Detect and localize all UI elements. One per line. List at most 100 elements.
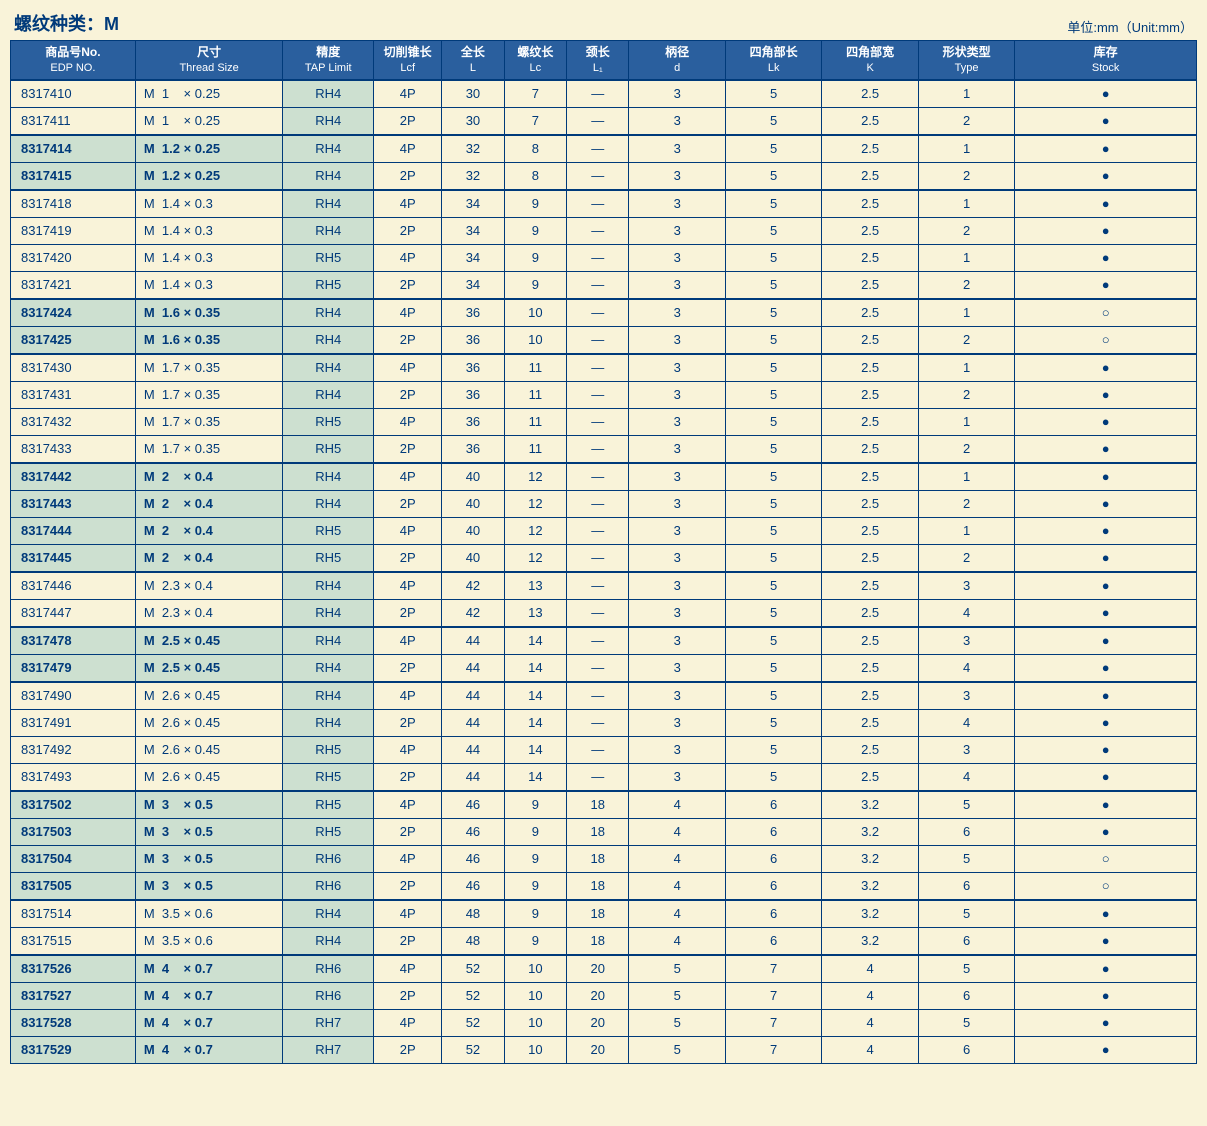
cell-size: M 1.6 × 0.35 <box>135 299 283 327</box>
cell-type: 3 <box>918 627 1014 655</box>
cell-Lc: 14 <box>504 763 566 791</box>
cell-d: 4 <box>629 845 725 872</box>
cell-K: 2.5 <box>822 517 918 544</box>
cell-tap: RH4 <box>283 490 374 517</box>
cell-Lk: 5 <box>725 271 821 299</box>
cell-d: 3 <box>629 107 725 135</box>
table-row: 8317420M 1.4 × 0.3RH54P349—352.51● <box>11 244 1197 271</box>
cell-edp: 8317411 <box>11 107 136 135</box>
cell-K: 2.5 <box>822 162 918 190</box>
cell-lcf: 4P <box>374 299 442 327</box>
cell-edp: 8317432 <box>11 408 136 435</box>
cell-L1: — <box>567 107 629 135</box>
cell-Lk: 5 <box>725 709 821 736</box>
cell-L: 40 <box>442 517 504 544</box>
cell-size: M 1.4 × 0.3 <box>135 244 283 271</box>
cell-Lc: 14 <box>504 654 566 682</box>
cell-edp: 8317478 <box>11 627 136 655</box>
cell-K: 2.5 <box>822 190 918 218</box>
cell-Lk: 6 <box>725 927 821 955</box>
cell-type: 2 <box>918 381 1014 408</box>
cell-edp: 8317424 <box>11 299 136 327</box>
cell-Lk: 6 <box>725 791 821 819</box>
cell-Lk: 6 <box>725 872 821 900</box>
cell-Lk: 5 <box>725 381 821 408</box>
cell-Lc: 12 <box>504 544 566 572</box>
cell-stock: ● <box>1015 736 1197 763</box>
table-row: 8317446M 2.3 × 0.4RH44P4213—352.53● <box>11 572 1197 600</box>
cell-L1: 18 <box>567 845 629 872</box>
cell-size: M 3 × 0.5 <box>135 872 283 900</box>
cell-Lk: 5 <box>725 544 821 572</box>
cell-L1: — <box>567 217 629 244</box>
cell-L1: — <box>567 763 629 791</box>
cell-type: 2 <box>918 107 1014 135</box>
cell-stock: ● <box>1015 791 1197 819</box>
cell-Lc: 7 <box>504 107 566 135</box>
cell-lcf: 4P <box>374 135 442 163</box>
cell-size: M 4 × 0.7 <box>135 1036 283 1063</box>
cell-L1: — <box>567 244 629 271</box>
cell-L: 34 <box>442 217 504 244</box>
cell-type: 5 <box>918 955 1014 983</box>
cell-tap: RH4 <box>283 190 374 218</box>
cell-L: 36 <box>442 381 504 408</box>
cell-tap: RH4 <box>283 162 374 190</box>
col-header-9: 四角部宽K <box>822 41 918 80</box>
cell-type: 6 <box>918 818 1014 845</box>
cell-edp: 8317444 <box>11 517 136 544</box>
cell-type: 6 <box>918 982 1014 1009</box>
cell-K: 3.2 <box>822 900 918 928</box>
table-row: 8317418M 1.4 × 0.3RH44P349—352.51● <box>11 190 1197 218</box>
col-header-4: 全长L <box>442 41 504 80</box>
cell-stock: ● <box>1015 654 1197 682</box>
cell-tap: RH4 <box>283 572 374 600</box>
cell-lcf: 4P <box>374 955 442 983</box>
cell-d: 3 <box>629 408 725 435</box>
cell-stock: ○ <box>1015 326 1197 354</box>
table-row: 8317421M 1.4 × 0.3RH52P349—352.52● <box>11 271 1197 299</box>
cell-tap: RH6 <box>283 872 374 900</box>
cell-size: M 1.4 × 0.3 <box>135 271 283 299</box>
cell-lcf: 4P <box>374 682 442 710</box>
cell-L1: — <box>567 736 629 763</box>
cell-stock: ● <box>1015 490 1197 517</box>
cell-L1: — <box>567 354 629 382</box>
cell-L1: 18 <box>567 791 629 819</box>
cell-L1: — <box>567 709 629 736</box>
cell-K: 2.5 <box>822 682 918 710</box>
cell-edp: 8317446 <box>11 572 136 600</box>
cell-L1: 18 <box>567 927 629 955</box>
cell-d: 3 <box>629 544 725 572</box>
cell-d: 4 <box>629 791 725 819</box>
cell-edp: 8317504 <box>11 845 136 872</box>
cell-stock: ● <box>1015 217 1197 244</box>
cell-Lk: 5 <box>725 682 821 710</box>
cell-edp: 8317433 <box>11 435 136 463</box>
cell-stock: ● <box>1015 80 1197 108</box>
cell-tap: RH5 <box>283 736 374 763</box>
cell-L1: — <box>567 517 629 544</box>
cell-K: 3.2 <box>822 927 918 955</box>
cell-stock: ● <box>1015 354 1197 382</box>
cell-Lk: 7 <box>725 1036 821 1063</box>
table-row: 8317528M 4 × 0.7RH74P5210205745● <box>11 1009 1197 1036</box>
cell-Lk: 5 <box>725 326 821 354</box>
table-row: 8317430M 1.7 × 0.35RH44P3611—352.51● <box>11 354 1197 382</box>
cell-Lc: 10 <box>504 1009 566 1036</box>
table-row: 8317504M 3 × 0.5RH64P46918463.25○ <box>11 845 1197 872</box>
cell-L: 48 <box>442 900 504 928</box>
cell-edp: 8317443 <box>11 490 136 517</box>
cell-K: 2.5 <box>822 354 918 382</box>
cell-size: M 3.5 × 0.6 <box>135 900 283 928</box>
cell-K: 2.5 <box>822 654 918 682</box>
cell-L1: — <box>567 572 629 600</box>
cell-K: 2.5 <box>822 736 918 763</box>
cell-d: 3 <box>629 326 725 354</box>
cell-Lk: 5 <box>725 763 821 791</box>
cell-L: 46 <box>442 872 504 900</box>
cell-d: 3 <box>629 271 725 299</box>
cell-d: 3 <box>629 80 725 108</box>
cell-lcf: 4P <box>374 900 442 928</box>
col-header-8: 四角部长Lk <box>725 41 821 80</box>
